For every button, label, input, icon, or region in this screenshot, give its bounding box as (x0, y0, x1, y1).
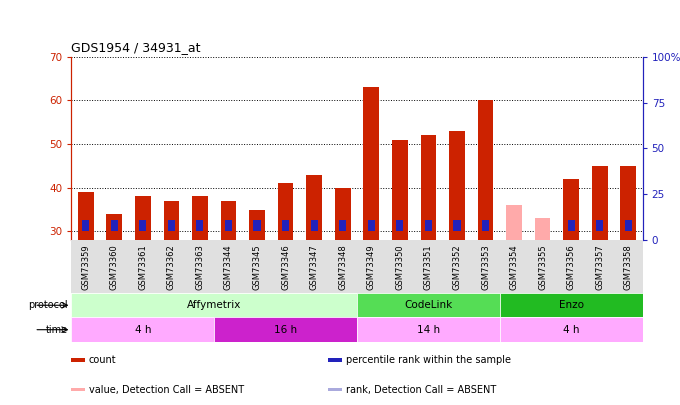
Text: GSM73344: GSM73344 (224, 244, 233, 290)
Text: GSM73355: GSM73355 (538, 244, 547, 290)
Text: GSM73349: GSM73349 (367, 244, 376, 290)
Bar (563, 179, 579, 240)
Text: GSM73345: GSM73345 (252, 244, 262, 290)
Text: GSM73358: GSM73358 (624, 244, 633, 290)
Text: GSM73351: GSM73351 (424, 244, 433, 290)
Bar (592, 166, 608, 240)
Bar (78, 192, 94, 240)
Bar (335, 188, 351, 240)
Bar (82, 220, 89, 231)
Text: value, Detection Call = ABSENT: value, Detection Call = ABSENT (88, 385, 243, 394)
Bar (306, 175, 322, 240)
Bar (420, 135, 437, 240)
Bar (596, 220, 603, 231)
Bar (477, 100, 494, 240)
Text: CodeLink: CodeLink (405, 300, 452, 310)
Bar (139, 220, 146, 231)
Text: GSM73347: GSM73347 (309, 244, 319, 290)
Text: 4 h: 4 h (563, 325, 579, 335)
Text: GSM73354: GSM73354 (509, 244, 519, 290)
Bar (254, 220, 260, 231)
Bar (368, 220, 375, 231)
Text: protocol: protocol (29, 300, 68, 310)
Text: GSM73359: GSM73359 (81, 244, 90, 290)
Text: Affymetrix: Affymetrix (187, 300, 241, 310)
Bar (71, 318, 214, 342)
Bar (625, 220, 632, 231)
Bar (220, 201, 237, 240)
Text: Enzo: Enzo (559, 300, 583, 310)
Text: 4 h: 4 h (135, 325, 151, 335)
Bar (328, 388, 342, 391)
Bar (506, 205, 522, 240)
Bar (71, 388, 85, 391)
Bar (71, 240, 643, 293)
Text: GSM73361: GSM73361 (138, 244, 148, 290)
Bar (249, 209, 265, 240)
Text: GSM73357: GSM73357 (595, 244, 605, 290)
Text: GSM73353: GSM73353 (481, 244, 490, 290)
Text: GSM73362: GSM73362 (167, 244, 176, 290)
Text: time: time (46, 325, 68, 335)
Bar (500, 293, 643, 318)
Text: rank, Detection Call = ABSENT: rank, Detection Call = ABSENT (345, 385, 496, 394)
Bar (357, 293, 500, 318)
Text: percentile rank within the sample: percentile rank within the sample (345, 355, 511, 365)
Text: GSM73363: GSM73363 (195, 244, 205, 290)
Bar (214, 318, 357, 342)
Text: GSM73350: GSM73350 (395, 244, 405, 290)
Text: GSM73352: GSM73352 (452, 244, 462, 290)
Bar (282, 220, 289, 231)
Text: GDS1954 / 34931_at: GDS1954 / 34931_at (71, 41, 201, 54)
Text: GSM73360: GSM73360 (109, 244, 119, 290)
Bar (71, 358, 85, 362)
Bar (449, 131, 465, 240)
Text: count: count (88, 355, 116, 365)
Bar (71, 293, 357, 318)
Text: GSM73346: GSM73346 (281, 244, 290, 290)
Bar (620, 166, 636, 240)
Bar (111, 220, 118, 231)
Bar (197, 220, 203, 231)
Bar (568, 220, 575, 231)
Bar (425, 220, 432, 231)
Bar (500, 318, 643, 342)
Text: GSM73348: GSM73348 (338, 244, 347, 290)
Text: 16 h: 16 h (274, 325, 297, 335)
Bar (225, 220, 232, 231)
Bar (163, 201, 180, 240)
Text: GSM73356: GSM73356 (566, 244, 576, 290)
Bar (339, 220, 346, 231)
Bar (328, 358, 342, 362)
Bar (392, 140, 408, 240)
Bar (168, 220, 175, 231)
Bar (396, 220, 403, 231)
Bar (192, 196, 208, 240)
Bar (482, 220, 489, 231)
Bar (106, 214, 122, 240)
Bar (534, 218, 551, 240)
Bar (277, 183, 294, 240)
Bar (454, 220, 460, 231)
Bar (135, 196, 151, 240)
Text: 14 h: 14 h (417, 325, 440, 335)
Bar (363, 87, 379, 240)
Bar (357, 318, 500, 342)
Bar (311, 220, 318, 231)
